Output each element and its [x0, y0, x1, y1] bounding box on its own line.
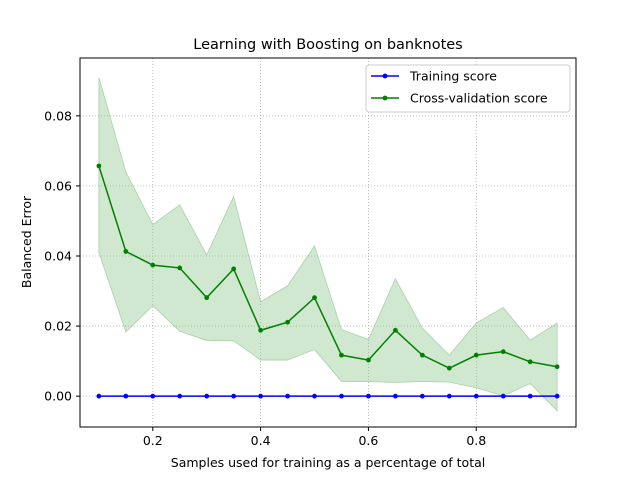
confidence-band [98, 77, 558, 412]
cv-score-point [231, 266, 237, 272]
legend: Training score Cross-validation score [365, 64, 571, 113]
training-score-point [204, 393, 210, 399]
y-tick-label: 0.08 [44, 108, 72, 123]
training-score-point [123, 393, 129, 399]
cv-score-point [446, 365, 452, 371]
x-axis-label: Samples used for training as a percentag… [171, 455, 485, 470]
cv-score-point [177, 265, 183, 271]
legend-label-training: Training score [409, 69, 497, 84]
cv-score-point [554, 364, 560, 370]
x-tick-label: 0.4 [251, 433, 271, 448]
cv-score-band [98, 77, 558, 412]
cv-score-line [98, 165, 558, 369]
cv-score-point [339, 352, 344, 358]
chart-title: Learning with Boosting on banknotes [193, 37, 462, 53]
y-tick-label: 0.00 [44, 389, 72, 404]
training-score-point [446, 393, 452, 399]
training-score-point [150, 393, 156, 399]
cv-score-point [527, 359, 533, 365]
x-tick-label: 0.8 [466, 433, 486, 448]
plot-frame [79, 57, 577, 428]
training-score-point [527, 393, 533, 399]
y-tick-label: 0.06 [44, 178, 72, 193]
training-score-point [554, 393, 560, 399]
cv-score-point [473, 352, 479, 358]
training-score-point [285, 393, 290, 399]
series-lines [98, 165, 558, 397]
training-score-point [177, 393, 183, 399]
training-score-point [339, 393, 344, 399]
training-score-point [392, 393, 398, 399]
legend-label-cv: Cross-validation score [410, 91, 548, 106]
training-score-point [500, 393, 506, 399]
series-points [96, 163, 560, 399]
legend-box [365, 64, 571, 113]
cv-score-point [204, 295, 210, 301]
training-score-point [96, 393, 102, 399]
y-axis-ticks: 0.00 0.02 0.04 0.06 0.08 [44, 108, 80, 404]
cv-score-point [366, 357, 371, 363]
cv-score-point [123, 249, 129, 254]
cv-score-point [312, 295, 317, 301]
cv-score-point [150, 262, 156, 268]
cv-score-point [419, 352, 425, 358]
cv-score-point [392, 327, 398, 333]
legend-marker-training [382, 73, 388, 79]
training-score-point [231, 393, 237, 399]
y-axis-label: Balanced Error [19, 195, 34, 288]
y-tick-label: 0.02 [44, 319, 72, 334]
cv-score-point [258, 327, 264, 333]
training-score-point [258, 393, 264, 399]
training-score-point [473, 393, 479, 399]
x-tick-label: 0.6 [358, 433, 378, 448]
legend-marker-cv [382, 95, 388, 101]
y-tick-label: 0.04 [44, 248, 72, 263]
x-tick-label: 0.2 [143, 433, 163, 448]
cv-score-point [500, 349, 506, 355]
x-axis-ticks: 0.2 0.4 0.6 0.8 [143, 427, 486, 448]
cv-score-point [285, 319, 290, 325]
training-score-point [312, 393, 317, 399]
training-score-point [419, 393, 425, 399]
cv-score-point [96, 163, 102, 169]
training-score-point [366, 393, 371, 399]
